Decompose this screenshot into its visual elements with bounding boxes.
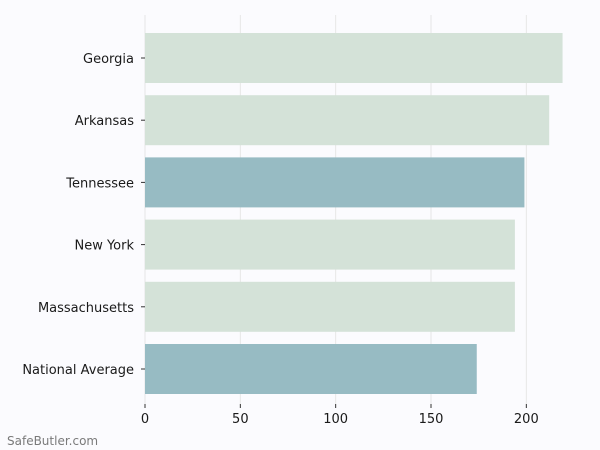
category-label: Georgia	[83, 52, 134, 67]
category-label: National Average	[22, 363, 134, 378]
category-label: New York	[74, 239, 134, 254]
y-axis-labels: Georgia Arkansas Tennessee New York Massachu…	[22, 52, 145, 378]
x-tick-label: 0	[141, 412, 149, 427]
bar-national-average	[145, 344, 477, 394]
bar-new-york	[145, 219, 515, 270]
x-tick-label: 100	[323, 412, 348, 427]
x-axis-labels: 0 50 100 150 200	[141, 404, 539, 427]
bar-georgia	[145, 33, 563, 83]
category-label: Massachusetts	[38, 301, 134, 316]
bars	[145, 33, 563, 394]
category-label: Arkansas	[75, 114, 134, 129]
x-tick-label: 150	[419, 412, 444, 427]
bar-tennessee	[145, 157, 525, 208]
watermark-text: SafeButler.com	[7, 434, 99, 448]
x-tick-label: 200	[514, 412, 539, 427]
bar-massachusetts	[145, 281, 515, 332]
category-label: Tennessee	[65, 176, 134, 191]
x-tick-label: 50	[232, 412, 249, 427]
bar-arkansas	[145, 95, 550, 146]
